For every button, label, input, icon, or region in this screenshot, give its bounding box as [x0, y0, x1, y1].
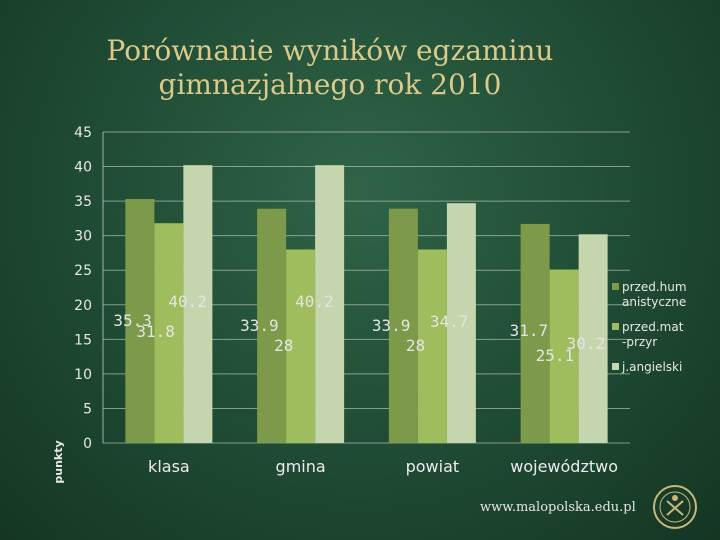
y-tick-label: 20	[74, 298, 92, 314]
y-tick-label: 15	[74, 332, 92, 348]
bar	[154, 223, 184, 443]
emblem-icon	[653, 485, 697, 529]
bar	[286, 249, 316, 443]
data-label: 35.3	[113, 311, 152, 330]
legend-swatch	[612, 363, 619, 370]
y-tick-label: 10	[74, 367, 92, 383]
bar	[183, 165, 213, 443]
chart-legend: przed.hum anistyczne przed.mat -przyr j.angi…	[612, 280, 720, 385]
data-label: 28	[274, 336, 293, 355]
chart-title: Porównanie wyników egzaminu gimnazjalneg…	[40, 34, 620, 102]
bar	[257, 208, 287, 443]
legend-swatch	[612, 323, 619, 330]
data-label: 31.7	[510, 321, 549, 340]
data-label: 34.7	[430, 312, 469, 331]
y-tick-label: 5	[83, 401, 92, 417]
bar	[125, 199, 155, 443]
bar	[549, 269, 579, 443]
y-tick-label: 35	[74, 194, 92, 210]
data-label: 28	[406, 336, 425, 355]
chart-title-line-2: gimnazjalnego rok 2010	[158, 68, 502, 101]
x-tick-label: powiat	[406, 457, 460, 476]
data-label: 33.9	[372, 316, 411, 335]
legend-item: przed.hum anistyczne	[612, 280, 720, 310]
bar	[578, 234, 608, 443]
data-label: 40.2	[168, 292, 207, 311]
bar	[417, 249, 447, 443]
data-label: 30.2	[567, 334, 606, 353]
legend-label: przed.hum	[622, 280, 687, 294]
x-tick-label: klasa	[148, 457, 190, 476]
bar	[446, 203, 476, 443]
legend-label: -przyr	[622, 335, 658, 349]
y-tick-label: 0	[83, 436, 92, 452]
data-label: 25.1	[536, 346, 575, 365]
legend-item: przed.mat -przyr	[612, 320, 720, 350]
y-tick-label: 25	[74, 263, 92, 279]
x-tick-label: gmina	[276, 457, 326, 476]
legend-item: j.angielski	[612, 360, 720, 375]
footer-url[interactable]: www.malopolska.edu.pl	[480, 500, 636, 515]
x-tick-label: województwo	[510, 457, 618, 476]
legend-label: przed.mat	[622, 320, 684, 334]
legend-swatch	[612, 283, 619, 290]
data-label: 31.8	[136, 322, 175, 341]
y-tick-label: 30	[74, 229, 92, 245]
bar	[315, 165, 345, 443]
legend-label: anistyczne	[622, 295, 687, 309]
chart-title-line-1: Porównanie wyników egzaminu	[106, 34, 554, 67]
bar	[520, 223, 550, 443]
y-tick-label: 45	[74, 125, 92, 141]
data-label: 33.9	[240, 316, 279, 335]
y-axis-title: punkty	[52, 440, 65, 483]
data-label: 40.2	[295, 292, 334, 311]
bar	[388, 208, 418, 443]
y-tick-label: 40	[74, 160, 92, 176]
legend-label: j.angielski	[622, 360, 683, 374]
